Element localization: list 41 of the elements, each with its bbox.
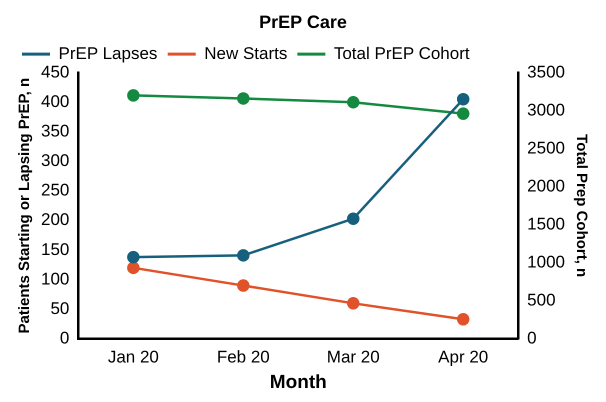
y2-tick-label: 3500	[527, 62, 566, 82]
y-tick-label: 50	[50, 298, 70, 318]
legend-label: PrEP Lapses	[58, 44, 158, 63]
point	[347, 297, 360, 310]
x-tick-label: Jan 20	[108, 348, 159, 367]
y-tick-label: 450	[40, 62, 70, 82]
y-tick-label: 100	[40, 269, 70, 288]
y-tick-label: 400	[40, 92, 70, 111]
point	[127, 89, 140, 102]
y2-tick-label: 2500	[527, 138, 566, 158]
point	[237, 92, 250, 105]
point	[127, 250, 140, 264]
point	[347, 212, 360, 225]
point	[127, 262, 140, 274]
x-tick-label: Apr 20	[438, 348, 488, 367]
point	[456, 107, 470, 120]
y2-tick-label: 500	[527, 290, 556, 310]
y-tick-label: 150	[40, 240, 70, 259]
y-tick-label: 200	[40, 210, 70, 230]
point	[237, 249, 250, 262]
y2-tick-label: 1500	[527, 214, 566, 234]
x-tick-label: Feb 20	[216, 348, 270, 367]
point	[456, 313, 470, 326]
point	[347, 96, 360, 109]
y2-tick-label: 1000	[527, 252, 566, 272]
y-tick-label: 350	[40, 121, 70, 140]
y2-tick-label: 0	[527, 328, 537, 348]
x-tick-label: Mar 20	[326, 348, 380, 367]
y-axis-title: Patients Starting or Lapsing PrEP, n	[16, 78, 34, 334]
y-tick-label: 250	[40, 180, 70, 200]
y-tick-label: 300	[40, 151, 70, 170]
point	[456, 92, 470, 106]
point	[237, 279, 250, 292]
legend-label: Total PrEP Cohort	[334, 44, 470, 63]
y-tick-label: 0	[60, 328, 70, 348]
y2-axis-title: Total Prep Cohort, n	[572, 134, 590, 278]
chart-title: PrEP Care	[259, 12, 347, 32]
y2-tick-label: 3000	[527, 100, 566, 120]
legend-label: New Starts	[204, 44, 288, 63]
x-axis-title: Month	[270, 372, 327, 393]
y2-tick-label: 2000	[527, 176, 566, 196]
